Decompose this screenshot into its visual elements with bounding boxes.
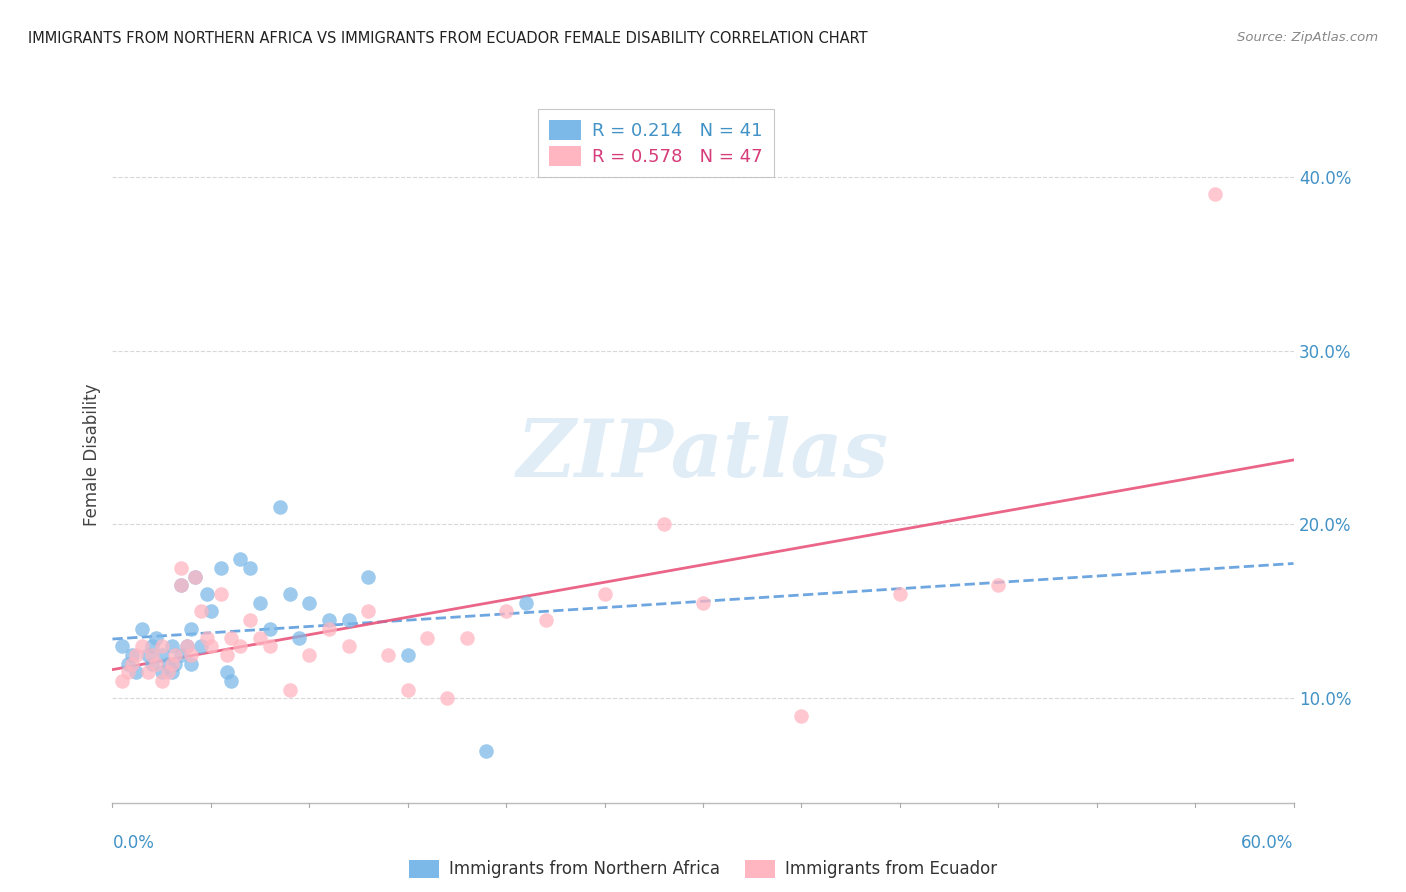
Point (219, 631, 242, 645)
Point (298, 596, 321, 610)
Point (298, 648, 321, 662)
Point (141, 639, 163, 653)
Point (790, 708, 813, 723)
Point (889, 587, 911, 601)
Point (249, 596, 271, 610)
Point (495, 605, 517, 619)
Point (200, 639, 222, 653)
Point (170, 578, 193, 592)
Point (131, 622, 153, 636)
Text: ZIPatlas: ZIPatlas (517, 417, 889, 493)
Point (160, 665, 183, 680)
Point (111, 639, 134, 653)
Point (160, 639, 183, 653)
Point (337, 639, 360, 653)
Point (190, 605, 212, 619)
Point (145, 631, 167, 645)
Point (150, 639, 173, 653)
Point (176, 639, 198, 653)
Point (1204, 186, 1226, 201)
Point (111, 674, 134, 689)
Point (180, 657, 202, 671)
Point (239, 561, 262, 575)
Point (692, 596, 714, 610)
Point (357, 605, 380, 619)
Text: 0.0%: 0.0% (112, 834, 155, 852)
Point (288, 631, 311, 645)
Point (160, 657, 183, 671)
Point (184, 570, 207, 584)
Text: IMMIGRANTS FROM NORTHERN AFRICA VS IMMIGRANTS FROM ECUADOR FEMALE DISABILITY COR: IMMIGRANTS FROM NORTHERN AFRICA VS IMMIG… (28, 31, 868, 46)
Point (190, 639, 212, 653)
Point (987, 578, 1010, 592)
Point (170, 648, 193, 662)
Point (136, 665, 159, 680)
Point (150, 674, 173, 689)
Point (170, 561, 193, 575)
Point (259, 639, 281, 653)
Point (249, 631, 271, 645)
Point (125, 648, 148, 662)
Point (593, 587, 616, 601)
Point (200, 605, 222, 619)
Point (131, 639, 153, 653)
Point (180, 648, 202, 662)
Point (278, 587, 301, 601)
Point (195, 587, 218, 601)
Point (219, 674, 242, 689)
Point (209, 587, 232, 601)
Point (357, 570, 380, 584)
Point (215, 665, 238, 680)
Point (141, 657, 163, 671)
Point (121, 657, 143, 671)
Point (184, 570, 207, 584)
Point (195, 631, 218, 645)
Point (396, 648, 419, 662)
Point (156, 657, 179, 671)
Point (141, 648, 163, 662)
Y-axis label: Female Disability: Female Disability (83, 384, 101, 526)
Text: Source: ZipAtlas.com: Source: ZipAtlas.com (1237, 31, 1378, 45)
Point (117, 665, 139, 680)
Point (515, 596, 537, 610)
Point (436, 691, 458, 706)
Text: 60.0%: 60.0% (1241, 834, 1294, 852)
Point (125, 665, 148, 680)
Point (475, 744, 498, 758)
Point (136, 648, 159, 662)
Point (145, 657, 167, 671)
Point (170, 578, 193, 592)
Point (117, 657, 139, 671)
Point (456, 631, 478, 645)
Point (259, 622, 281, 636)
Point (121, 648, 143, 662)
Point (377, 648, 399, 662)
Point (318, 613, 340, 627)
Point (652, 517, 675, 532)
Point (150, 648, 173, 662)
Point (396, 682, 419, 697)
Point (180, 622, 202, 636)
Point (278, 682, 301, 697)
Point (229, 639, 252, 653)
Point (534, 613, 557, 627)
Point (209, 561, 232, 575)
Point (150, 665, 173, 680)
Point (239, 613, 262, 627)
Point (176, 639, 198, 653)
Point (269, 500, 291, 514)
Point (416, 631, 439, 645)
Point (318, 622, 340, 636)
Point (165, 648, 187, 662)
Point (215, 648, 238, 662)
Point (337, 613, 360, 627)
Legend: Immigrants from Northern Africa, Immigrants from Ecuador: Immigrants from Northern Africa, Immigra… (402, 853, 1004, 885)
Point (165, 657, 187, 671)
Point (229, 552, 252, 566)
Point (156, 665, 179, 680)
